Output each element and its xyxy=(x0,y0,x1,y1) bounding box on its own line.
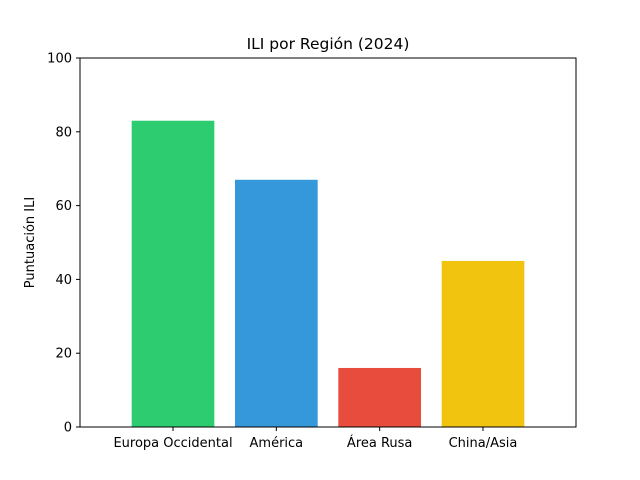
y-tick-label: 0 xyxy=(64,421,72,436)
y-tick-label: 20 xyxy=(55,347,72,362)
y-axis-label: Puntuación ILI xyxy=(23,197,38,288)
y-tick-label: 100 xyxy=(47,52,72,67)
y-tick-label: 40 xyxy=(55,273,72,288)
plot-frame xyxy=(79,57,577,428)
bars-layer xyxy=(131,120,525,427)
bar-area-rusa xyxy=(338,367,421,427)
y-tick-label: 60 xyxy=(55,199,72,214)
bar-america xyxy=(235,179,318,427)
chart-title: ILI por Región (2024) xyxy=(247,35,410,53)
y-tick-label: 80 xyxy=(55,125,72,140)
x-tick-label: China/Asia xyxy=(449,436,518,451)
x-tick-label: Europa Occidental xyxy=(113,436,232,451)
bar-china-asia xyxy=(441,260,525,427)
x-tick-label: Área Rusa xyxy=(347,435,412,451)
bar-europa-occidental xyxy=(131,120,215,427)
x-tick-label: América xyxy=(250,436,304,451)
x-axis: Europa Occidental América Área Rusa China/A… xyxy=(113,427,517,451)
y-axis: 0 20 40 60 80 100 xyxy=(47,52,80,436)
